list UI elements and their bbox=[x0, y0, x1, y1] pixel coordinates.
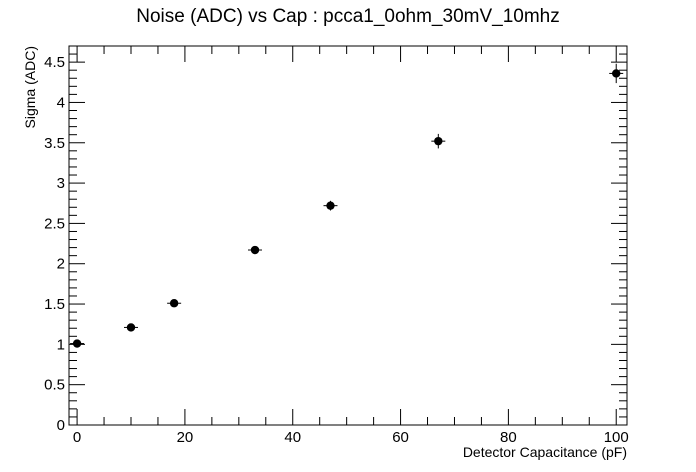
y-tick-label: 1.5 bbox=[44, 296, 65, 313]
x-tick-label: 0 bbox=[73, 429, 81, 446]
y-tick-label: 3 bbox=[57, 175, 65, 192]
y-tick-label: 2.5 bbox=[44, 215, 65, 232]
y-tick-label: 1 bbox=[57, 336, 65, 353]
chart-title: Noise (ADC) vs Cap : pcca1_0ohm_30mV_10m… bbox=[136, 6, 559, 27]
y-tick-label: 0.5 bbox=[44, 377, 65, 394]
data-point bbox=[72, 339, 82, 348]
data-points bbox=[70, 63, 624, 348]
data-point bbox=[326, 201, 335, 210]
data-point bbox=[612, 69, 621, 78]
y-tick-label: 2 bbox=[57, 256, 65, 273]
plot-frame bbox=[68, 45, 628, 426]
y-axis-title: Sigma (ADC) bbox=[22, 46, 38, 128]
data-point bbox=[169, 299, 179, 308]
data-point bbox=[250, 245, 260, 255]
y-tick-label: 4 bbox=[57, 94, 65, 111]
x-tick-label: 60 bbox=[392, 429, 409, 446]
data-point bbox=[434, 136, 443, 146]
axes: 0 20 40 60 80 100 0 0.5 1 1.5 2 2.5 3 3.5 4 4.5 bbox=[44, 45, 629, 446]
data-point bbox=[126, 323, 136, 332]
x-tick-label: 20 bbox=[177, 429, 194, 446]
y-tick-label: 3.5 bbox=[44, 135, 65, 152]
y-tick-label: 0 bbox=[57, 417, 65, 434]
x-axis-title: Detector Capacitance (pF) bbox=[463, 444, 627, 460]
x-tick-label: 40 bbox=[284, 429, 301, 446]
x-tick-label: 100 bbox=[604, 429, 629, 446]
y-tick-label: 4.5 bbox=[44, 54, 65, 71]
x-tick-label: 80 bbox=[500, 429, 517, 446]
